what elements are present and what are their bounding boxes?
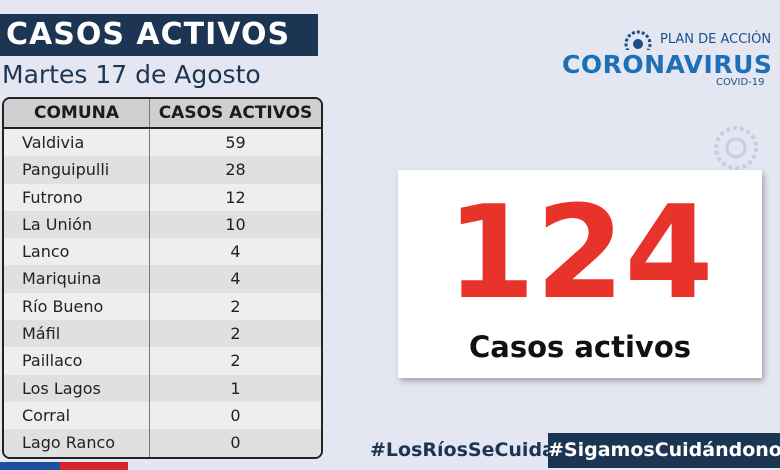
hashtag: #LosRíosSeCuida — [370, 439, 555, 461]
total-value: 124 — [446, 179, 714, 328]
table-row: Máfil 2 — [4, 320, 321, 348]
casos: 0 — [230, 405, 241, 425]
comuna: Lanco — [4, 238, 150, 266]
date: Martes 17 de Agosto — [2, 60, 261, 89]
casos: 4 — [230, 269, 241, 289]
comuna: Los Lagos — [4, 374, 150, 402]
hashtag: #SigamosCuidándonos — [548, 433, 780, 468]
table-row: Panguipulli 28 — [4, 156, 321, 184]
table-row: Paillaco 2 — [4, 347, 321, 375]
stripe — [0, 462, 60, 470]
casos: 2 — [230, 296, 241, 316]
casos: 12 — [225, 187, 246, 207]
table-row: Lanco 4 — [4, 238, 321, 266]
comuna: Futrono — [4, 183, 150, 211]
table: COMUNA CASOS ACTIVOS Valdivia 59 Panguipul… — [2, 97, 323, 459]
table-row: Lago Ranco 0 — [4, 429, 321, 457]
comuna: La Unión — [4, 210, 150, 239]
casos: 4 — [230, 242, 241, 262]
stripe — [60, 462, 128, 470]
column-header: COMUNA — [4, 99, 150, 127]
casos: 10 — [225, 214, 246, 234]
column-header: CASOS ACTIVOS — [158, 103, 313, 123]
logo-icon — [624, 30, 652, 50]
comuna: Corral — [4, 401, 150, 430]
total-box: 124 Casos activos — [398, 170, 762, 378]
table-row: Corral 0 — [4, 401, 321, 430]
title: CASOS ACTIVOS — [0, 14, 318, 56]
comuna: Mariquina — [4, 265, 150, 293]
comuna: Máfil — [4, 320, 150, 348]
table-header: COMUNA CASOS ACTIVOS — [4, 99, 321, 129]
table-row: La Unión 10 — [4, 210, 321, 239]
comuna: Lago Ranco — [4, 429, 150, 457]
comuna: Paillaco — [4, 347, 150, 375]
casos: 28 — [225, 160, 246, 180]
casos: 1 — [230, 378, 241, 398]
virus-icon — [714, 126, 758, 170]
table-row: Los Lagos 1 — [4, 374, 321, 402]
casos: 2 — [230, 324, 241, 344]
table-row: Mariquina 4 — [4, 265, 321, 293]
logo-main: CORONAVIRUS — [562, 50, 773, 79]
casos: 2 — [230, 351, 241, 371]
total-label: Casos activos — [468, 330, 692, 364]
comuna: Panguipulli — [4, 156, 150, 184]
casos: 59 — [225, 133, 246, 152]
table-row: Valdivia 59 — [4, 129, 321, 157]
casos: 0 — [230, 433, 241, 453]
comuna: Valdivia — [4, 129, 150, 157]
logo-sub: COVID-19 — [716, 77, 765, 88]
table-row: Río Bueno 2 — [4, 292, 321, 321]
logo-top: PLAN DE ACCIÓN — [660, 32, 772, 47]
comuna: Río Bueno — [4, 292, 150, 321]
table-row: Futrono 12 — [4, 183, 321, 211]
